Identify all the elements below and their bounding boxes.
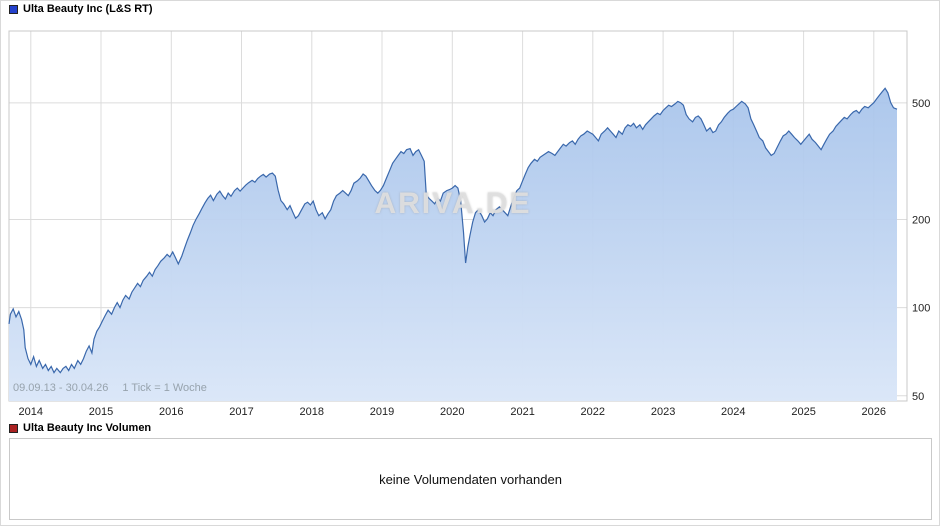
x-axis-label: 2018 [300,406,324,418]
chart-tick-note: 1 Tick = 1 Woche [122,382,207,394]
price-legend-swatch [9,5,18,14]
y-axis-label: 200 [912,215,930,227]
x-axis-label: 2023 [651,406,675,418]
volume-panel: keine Volumendaten vorhanden [9,438,932,520]
x-axis-label: 2016 [159,406,183,418]
x-axis-label: 2017 [229,406,253,418]
y-axis-label: 100 [912,303,930,315]
price-area [9,88,897,402]
chart-period: 09.09.13 - 30.04.26 [13,382,109,394]
price-legend-label: Ulta Beauty Inc (L&S RT) [23,3,153,15]
chart-info-text: 09.09.13 - 30.04.26 1 Tick = 1 Woche [13,382,221,394]
x-axis-label: 2014 [19,406,43,418]
volume-legend-swatch [9,424,18,433]
x-axis-label: 2019 [370,406,394,418]
x-axis-label: 2025 [791,406,815,418]
x-axis-label: 2026 [862,406,886,418]
y-axis-label: 50 [912,391,924,403]
x-axis-label: 2024 [721,406,745,418]
volume-legend-label: Ulta Beauty Inc Volumen [23,422,152,434]
axis-labels: 2014 2015 2016 2017 2018 2019 2020 2021 2022 2023… [19,98,931,418]
price-line [8,87,898,374]
x-axis-label: 2022 [581,406,605,418]
x-axis-label: 2020 [440,406,464,418]
price-chart-svg[interactable]: 2014 2015 2016 2017 2018 2019 2020 2021 2022 2023… [1,1,940,423]
y-axis-label: 500 [912,98,930,110]
x-axis-label: 2021 [510,406,534,418]
x-axis-label: 2015 [89,406,113,418]
price-legend: Ulta Beauty Inc (L&S RT) [9,4,153,15]
volume-legend: Ulta Beauty Inc Volumen [9,423,151,434]
volume-message: keine Volumendaten vorhanden [379,471,562,487]
